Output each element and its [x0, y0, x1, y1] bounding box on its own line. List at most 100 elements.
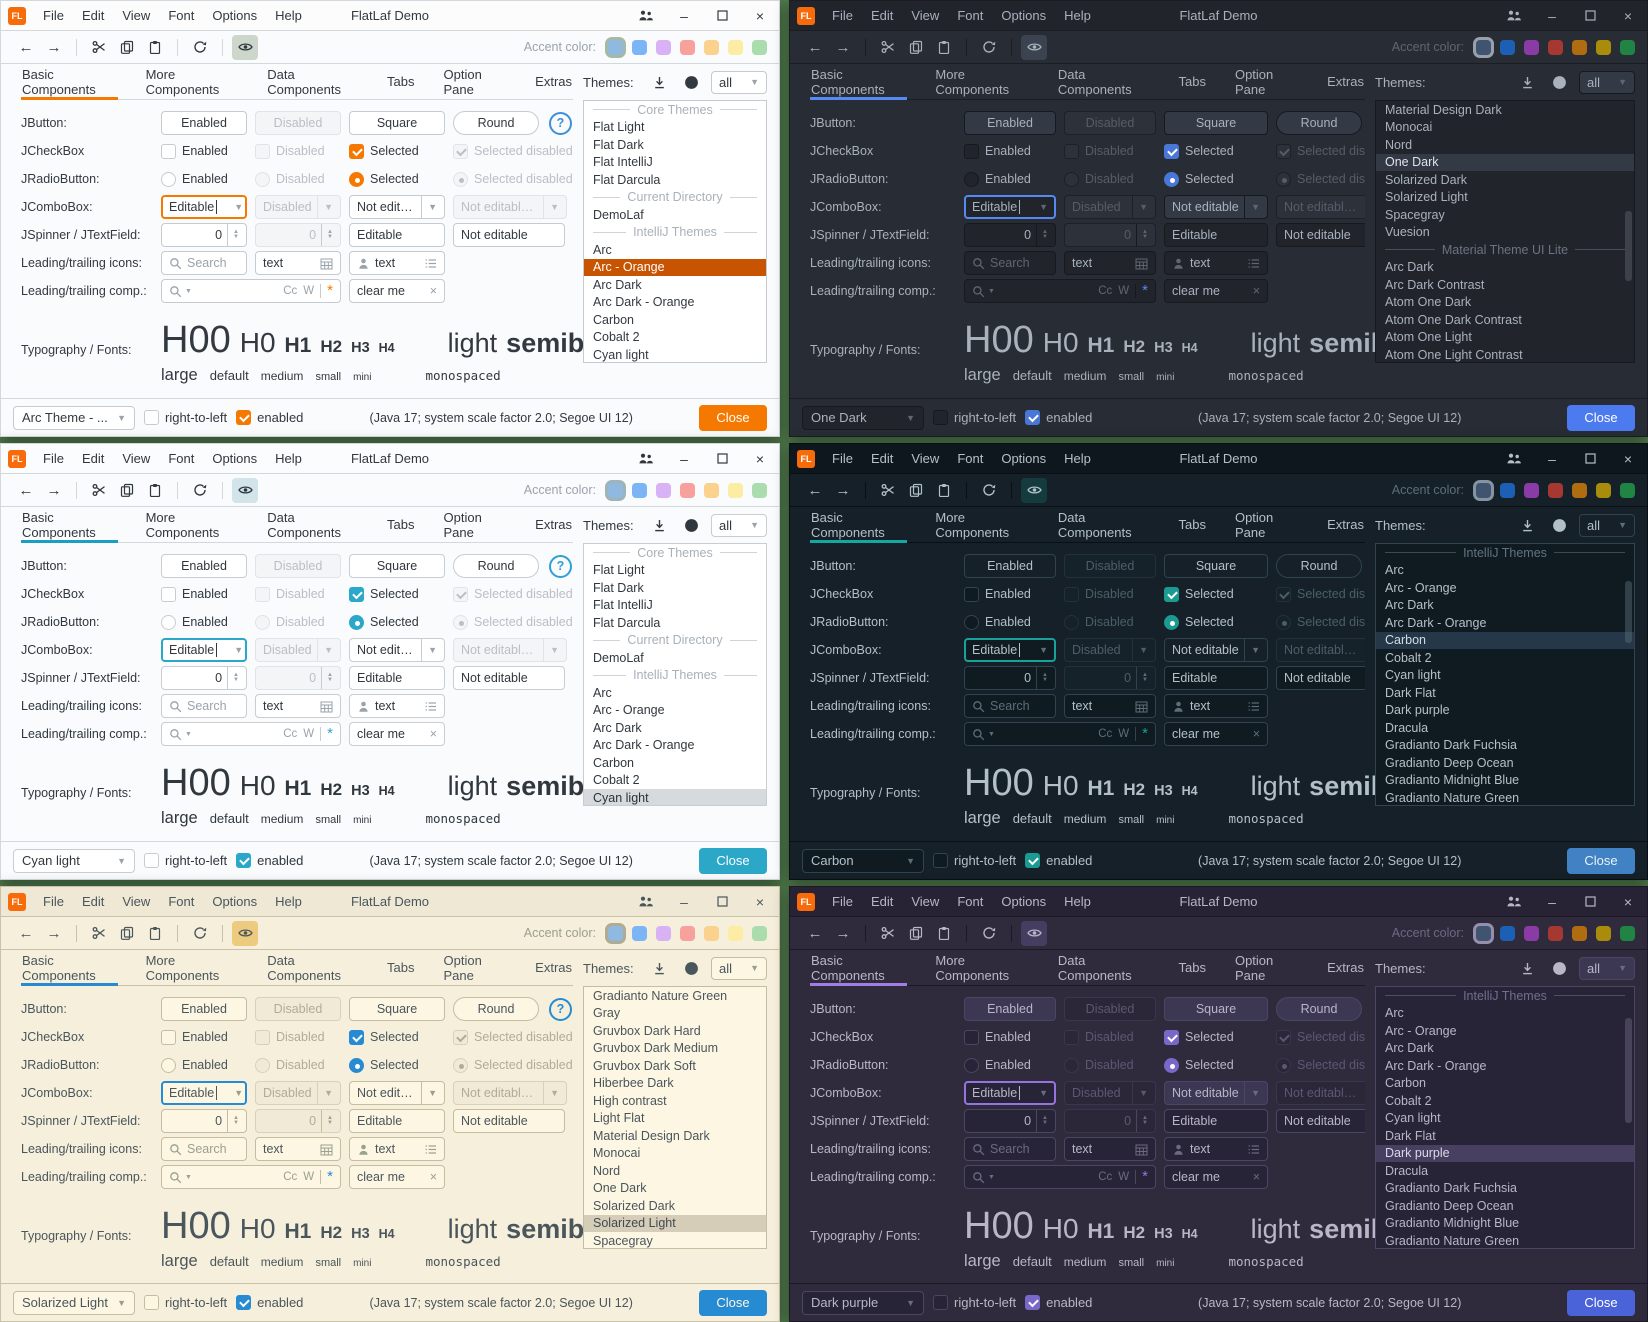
scrollbar-thumb[interactable]: [1625, 1018, 1632, 1123]
theme-combobox[interactable]: Carbon ▼: [802, 848, 924, 873]
download-icon[interactable]: [647, 956, 671, 980]
tab-more-components[interactable]: More Components: [935, 66, 1010, 97]
user-input[interactable]: text: [1164, 251, 1268, 275]
help-button[interactable]: ?: [549, 997, 572, 1021]
radio-selected[interactable]: [349, 171, 364, 187]
forward-button[interactable]: →: [46, 481, 62, 499]
menu-file[interactable]: File: [832, 451, 853, 466]
search-compound-input[interactable]: ▼ Cc W *: [161, 279, 341, 303]
clear-me-input[interactable]: clear me ×: [349, 722, 445, 746]
tab-data-components[interactable]: Data Components: [1057, 509, 1132, 540]
theme-list-item[interactable]: Gradianto Midnight Blue: [1376, 1215, 1634, 1233]
cut-icon[interactable]: [86, 921, 112, 946]
checkbox-enabled[interactable]: [161, 143, 176, 159]
square-button[interactable]: Square: [349, 997, 445, 1021]
user-input[interactable]: text: [349, 1137, 445, 1161]
search-input[interactable]: Search: [161, 251, 247, 275]
menu-help[interactable]: Help: [275, 894, 302, 909]
refresh-icon[interactable]: [976, 478, 1002, 503]
close-button[interactable]: Close: [699, 1289, 767, 1316]
tab-data-components[interactable]: Data Components: [1057, 66, 1132, 97]
themes-filter-combobox[interactable]: all ▼: [1579, 956, 1635, 980]
calendar-icon[interactable]: [1135, 700, 1148, 713]
spinner[interactable]: 0 ▲ ▼: [964, 223, 1056, 247]
search-icon[interactable]: [972, 1171, 985, 1184]
tab-more-components[interactable]: More Components: [145, 952, 220, 983]
right-to-left-option[interactable]: right-to-left: [933, 410, 1016, 425]
enabled-option[interactable]: enabled: [1025, 853, 1092, 868]
tab-more-components[interactable]: More Components: [145, 509, 220, 540]
menu-font[interactable]: Font: [957, 8, 984, 23]
menu-file[interactable]: File: [832, 8, 853, 23]
close-button[interactable]: Close: [699, 847, 767, 874]
editable-textfield[interactable]: Editable: [1164, 223, 1268, 247]
calendar-icon[interactable]: [320, 700, 333, 713]
accent-swatch[interactable]: [1524, 482, 1539, 498]
theme-list-item[interactable]: Flat Darcula: [584, 171, 766, 189]
editable-textfield[interactable]: Editable: [349, 1109, 445, 1133]
theme-list-item[interactable]: Arc Dark: [1376, 1040, 1634, 1058]
theme-list[interactable]: Gradianto Nature Green Gray Gruvbox Dark H…: [583, 986, 767, 1249]
accent-swatch[interactable]: [608, 925, 623, 941]
tab-extras[interactable]: Extras: [1327, 960, 1364, 975]
enabled-option[interactable]: enabled: [1025, 1295, 1092, 1310]
editable-combobox[interactable]: Editable ▼: [964, 1081, 1056, 1105]
menu-edit[interactable]: Edit: [870, 894, 894, 909]
clear-me-input[interactable]: clear me ×: [1164, 279, 1268, 303]
enabled-checkbox[interactable]: [236, 853, 252, 868]
theme-list-item[interactable]: Atom One Dark Contrast: [1376, 311, 1634, 329]
search-input[interactable]: Search: [161, 694, 247, 718]
accent-swatch[interactable]: [1596, 482, 1611, 498]
tab-data-components[interactable]: Data Components: [1057, 952, 1132, 983]
accent-swatch[interactable]: [1620, 39, 1635, 55]
forward-button[interactable]: →: [46, 924, 62, 942]
enabled-option[interactable]: enabled: [1025, 410, 1092, 425]
chevron-down-icon[interactable]: ▼: [750, 77, 759, 87]
accent-swatch[interactable]: [704, 925, 719, 941]
cut-icon[interactable]: [875, 35, 901, 60]
theme-list-item[interactable]: Arc Dark Contrast: [1376, 276, 1634, 294]
editable-textfield[interactable]: Editable: [1164, 666, 1268, 690]
forward-button[interactable]: →: [835, 924, 851, 942]
theme-list[interactable]: Material Design Dark Monocai Nord One Dark S…: [1375, 100, 1635, 363]
chevron-down-icon[interactable]: ▼: [1039, 1088, 1048, 1098]
enabled-button[interactable]: Enabled: [964, 111, 1056, 135]
back-button[interactable]: ←: [807, 481, 823, 499]
theme-list-item[interactable]: Carbon: [584, 754, 766, 772]
not-editable-combobox[interactable]: Not editable ▼: [1164, 195, 1268, 219]
minimize-button[interactable]: –: [1548, 450, 1556, 467]
menu-edit[interactable]: Edit: [81, 451, 105, 466]
whole-word-toggle[interactable]: W: [1118, 285, 1130, 297]
close-button[interactable]: Close: [1567, 847, 1635, 874]
eye-toggle-button[interactable]: [232, 477, 258, 503]
list-icon[interactable]: [424, 1143, 437, 1156]
paste-icon[interactable]: [142, 478, 168, 503]
menu-file[interactable]: File: [43, 894, 64, 909]
date-input[interactable]: text: [255, 251, 341, 275]
match-case-toggle[interactable]: Cc: [1098, 285, 1113, 297]
theme-list-item[interactable]: Material Design Dark: [1376, 101, 1634, 119]
accent-swatch[interactable]: [1620, 925, 1635, 941]
close-window-button[interactable]: ×: [1623, 893, 1633, 910]
chevron-down-icon[interactable]: ▼: [185, 730, 192, 738]
theme-list-item[interactable]: Carbon: [584, 311, 766, 329]
menu-font[interactable]: Font: [168, 894, 195, 909]
whole-word-toggle[interactable]: W: [303, 285, 315, 297]
chevron-down-icon[interactable]: ▼: [421, 639, 437, 661]
paste-icon[interactable]: [931, 478, 957, 503]
theme-list-item[interactable]: Gruvbox Dark Soft: [584, 1057, 766, 1075]
square-button[interactable]: Square: [349, 111, 445, 135]
tab-more-components[interactable]: More Components: [145, 66, 220, 97]
clear-icon[interactable]: ×: [429, 727, 437, 741]
theme-list-item[interactable]: Arc: [584, 241, 766, 259]
clear-icon[interactable]: ×: [1252, 1170, 1260, 1184]
tab-basic-components[interactable]: Basic Components: [21, 950, 118, 986]
checkbox-selected[interactable]: [1164, 143, 1179, 159]
clear-me-input[interactable]: clear me ×: [1164, 722, 1268, 746]
close-window-button[interactable]: ×: [755, 450, 765, 467]
accent-swatch[interactable]: [680, 925, 695, 941]
theme-list-item[interactable]: Cyan light: [584, 789, 766, 805]
enabled-button[interactable]: Enabled: [161, 554, 247, 578]
clear-me-input[interactable]: clear me ×: [349, 279, 445, 303]
chevron-down-icon[interactable]: ▼: [988, 1173, 995, 1181]
